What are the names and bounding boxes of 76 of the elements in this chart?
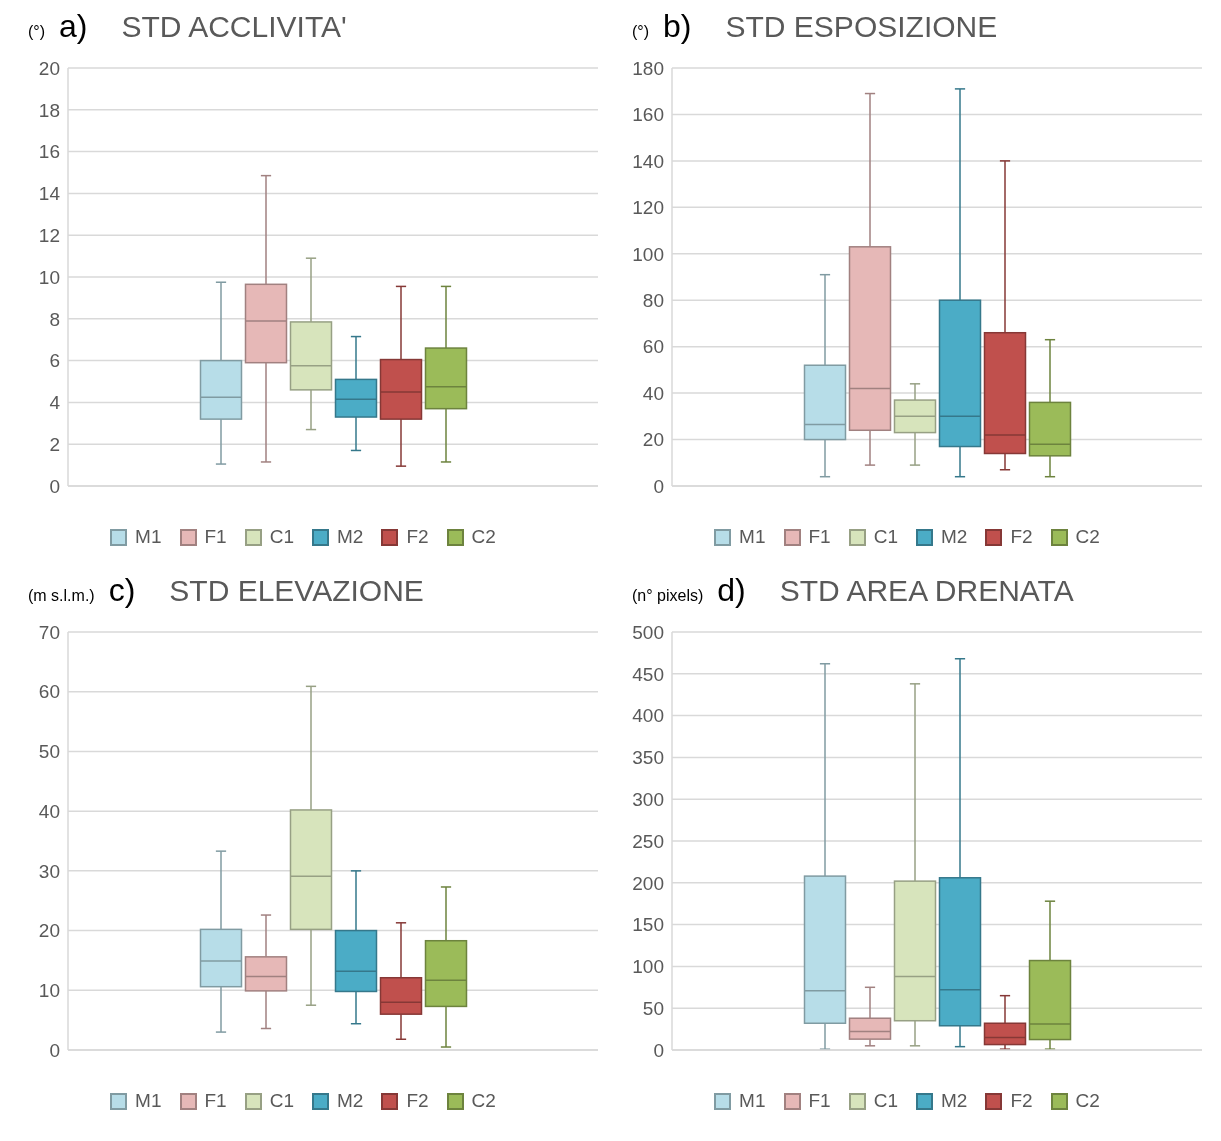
y-tick-label: 50 <box>642 997 664 1019</box>
legend-label: C1 <box>269 1090 294 1112</box>
legend-label: M2 <box>941 1090 968 1112</box>
text: c) <box>108 572 136 609</box>
y-tick-label: 20 <box>38 920 60 942</box>
y-axis-title: (n° pixels) <box>632 587 704 605</box>
y-tick-label: 30 <box>38 860 60 882</box>
y-tick-label: 60 <box>38 681 60 703</box>
y-tick-label: 120 <box>632 197 664 219</box>
legend-label: C2 <box>471 1090 496 1112</box>
legend-label: M1 <box>739 526 766 548</box>
y-tick-label: 20 <box>642 429 664 451</box>
y-tick-label: 40 <box>642 382 664 404</box>
legend-label: C2 <box>1075 526 1100 548</box>
y-tick-label: 180 <box>632 57 664 79</box>
legend-label: M1 <box>135 526 162 548</box>
y-tick-label: 250 <box>632 830 664 852</box>
y-tick-label: 200 <box>632 872 664 894</box>
y-tick-label: 450 <box>632 663 664 685</box>
chart-title: STD ESPOSIZIONE <box>725 10 998 44</box>
y-tick-label: 100 <box>632 243 664 265</box>
y-tick-label: 4 <box>49 392 61 414</box>
legend-label: F2 <box>1010 526 1033 548</box>
legend-label: F2 <box>406 526 429 548</box>
y-tick-label: 40 <box>38 800 60 822</box>
text: a) <box>59 8 88 45</box>
legend-label: F2 <box>406 1090 429 1112</box>
y-tick-label: 500 <box>632 621 664 643</box>
y-tick-label: 400 <box>632 705 664 727</box>
y-tick-label: 0 <box>653 1039 664 1061</box>
y-tick-label: 60 <box>642 336 664 358</box>
legend-label: M1 <box>739 1090 766 1112</box>
legend-label: M1 <box>135 1090 162 1112</box>
legend-label: F2 <box>1010 1090 1033 1112</box>
text: b) <box>663 8 692 45</box>
y-tick-label: 160 <box>632 104 664 126</box>
legend-label: M2 <box>337 526 364 548</box>
legend-label: C1 <box>873 1090 898 1112</box>
y-tick-label: 100 <box>632 956 664 978</box>
legend-label: C2 <box>471 526 496 548</box>
y-axis-title: (m s.l.m.) <box>28 587 95 605</box>
legend-label: F1 <box>808 1090 831 1112</box>
y-tick-label: 18 <box>38 99 60 121</box>
legend-label: C1 <box>269 526 294 548</box>
y-tick-label: 6 <box>49 350 60 372</box>
y-tick-label: 350 <box>632 747 664 769</box>
y-tick-label: 70 <box>38 621 60 643</box>
y-tick-label: 150 <box>632 914 664 936</box>
y-tick-label: 0 <box>653 475 664 497</box>
text: d) <box>717 572 746 609</box>
y-tick-label: 12 <box>38 224 60 246</box>
y-tick-label: 10 <box>38 980 60 1002</box>
chart-title: STD ELEVAZIONE <box>169 574 424 608</box>
y-tick-label: 10 <box>38 266 60 288</box>
y-tick-label: 2 <box>49 433 60 455</box>
y-tick-label: 8 <box>49 308 60 330</box>
y-tick-label: 0 <box>49 475 60 497</box>
legend-label: C2 <box>1075 1090 1100 1112</box>
legend-label: M2 <box>941 526 968 548</box>
legend-label: F1 <box>204 526 227 548</box>
chart-title: STD AREA DRENATA <box>779 574 1074 608</box>
chart-title: STD ACCLIVITA' <box>121 10 347 44</box>
y-tick-label: 16 <box>38 141 60 163</box>
y-tick-label: 14 <box>38 183 61 205</box>
y-tick-label: 0 <box>49 1039 60 1061</box>
y-tick-label: 80 <box>642 289 664 311</box>
legend-label: F1 <box>808 526 831 548</box>
legend-label: F1 <box>204 1090 227 1112</box>
legend-label: C1 <box>873 526 898 548</box>
y-tick-label: 140 <box>632 150 664 172</box>
legend-label: M2 <box>337 1090 364 1112</box>
y-tick-label: 50 <box>38 741 60 763</box>
y-axis-title: (°) <box>632 23 650 41</box>
y-axis-title: (°) <box>28 23 46 41</box>
y-tick-label: 20 <box>38 57 60 79</box>
y-tick-label: 300 <box>632 788 664 810</box>
